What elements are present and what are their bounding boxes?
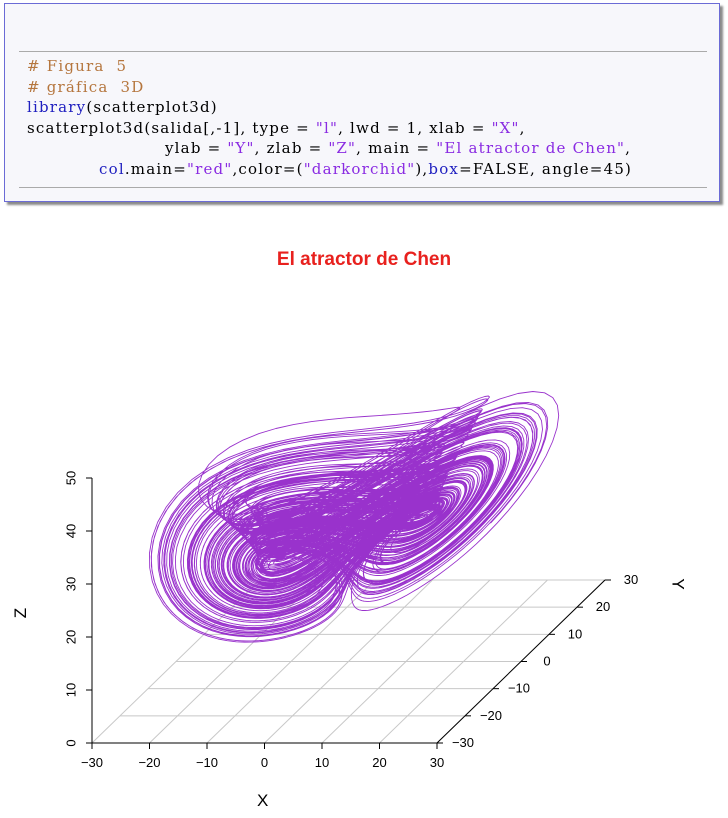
code-token: ), <box>415 160 429 178</box>
code-line: scatterplot3d(salida[,-1], type = "l", l… <box>27 119 526 137</box>
code-token: "Z" <box>328 139 357 157</box>
code-line: ylab = "Y", zlab = "Z", main = "El atrac… <box>165 139 631 157</box>
z-tick-label: 40 <box>63 524 78 538</box>
attractor-series-line <box>149 391 560 643</box>
code-token: .main= <box>124 160 188 178</box>
y-tick-label: −30 <box>452 735 474 750</box>
code-token: , main = <box>356 139 437 157</box>
code-line: col.main="red",color=("darkorchid"),box=… <box>99 160 632 178</box>
y-tick-label: 20 <box>596 599 610 614</box>
code-token: "El atractor de Chen" <box>436 139 626 157</box>
x-tick-label: 0 <box>261 755 268 770</box>
code-token: ylab = <box>165 139 228 157</box>
z-tick-label: 50 <box>63 471 78 485</box>
code-token: "darkorchid" <box>303 160 416 178</box>
code-line: # gráfica 3D <box>27 78 144 96</box>
code-token: =FALSE, angle=45) <box>459 160 633 178</box>
code-token: scatterplot3d(salida[,-1], type = <box>27 119 316 137</box>
code-token: # Figura 5 <box>27 57 128 75</box>
code-line: # Figura 5 <box>27 57 127 75</box>
x-tick-label: 20 <box>372 755 386 770</box>
z-tick-label: 0 <box>63 739 78 746</box>
code-listing: # Figura 5 # gráfica 3D library(scatterplo… <box>4 3 720 202</box>
code-token: , lwd = 1, xlab = <box>338 119 492 137</box>
z-axis-label: Z <box>11 607 31 619</box>
chart-plot: −30 −20 −10 0 10 20 30 0 10 20 30 40 50 −30 −20 −10 0 10 2… <box>63 391 638 770</box>
code-token: "l" <box>315 119 339 137</box>
x-tick-label: −20 <box>138 755 160 770</box>
code-token: box <box>428 160 460 178</box>
code-token: col <box>99 160 125 178</box>
z-tick-label: 30 <box>63 577 78 591</box>
code-token: , <box>519 119 526 137</box>
x-tick-label: −30 <box>81 755 103 770</box>
code-token: library <box>27 98 87 116</box>
code-token: ,color=( <box>232 160 304 178</box>
code-token: "red" <box>187 160 233 178</box>
chart-title: El atractor de Chen <box>276 249 452 270</box>
z-tick-label: 10 <box>63 683 78 697</box>
y-tick-label: −20 <box>480 708 502 723</box>
z-tick-label: 20 <box>63 630 78 644</box>
y-tick-label: −10 <box>508 681 530 696</box>
code-token: "Y" <box>227 139 255 157</box>
y-tick-label: 10 <box>568 626 582 641</box>
x-tick-label: −10 <box>196 755 218 770</box>
x-axis-label: X <box>257 791 269 810</box>
y-axis-label: Y <box>668 578 688 590</box>
x-tick-label: 30 <box>430 755 444 770</box>
code-block: # Figura 5 # gráfica 3D library(scatterplo… <box>19 51 707 188</box>
code-token: "X" <box>491 119 520 137</box>
chart: El atractor de Chen −30 −20 −10 0 10 20 30 0 10 2… <box>0 215 728 813</box>
y-tick-label: 30 <box>624 572 638 587</box>
code-token: # gráfica 3D <box>27 78 145 96</box>
code-line: library(scatterplot3d) <box>27 98 218 116</box>
y-tick-label: 0 <box>543 654 550 669</box>
code-token: , zlab = <box>254 139 329 157</box>
x-tick-label: 10 <box>315 755 329 770</box>
code-token: (scatterplot3d) <box>86 98 218 116</box>
code-token: , <box>625 139 632 157</box>
